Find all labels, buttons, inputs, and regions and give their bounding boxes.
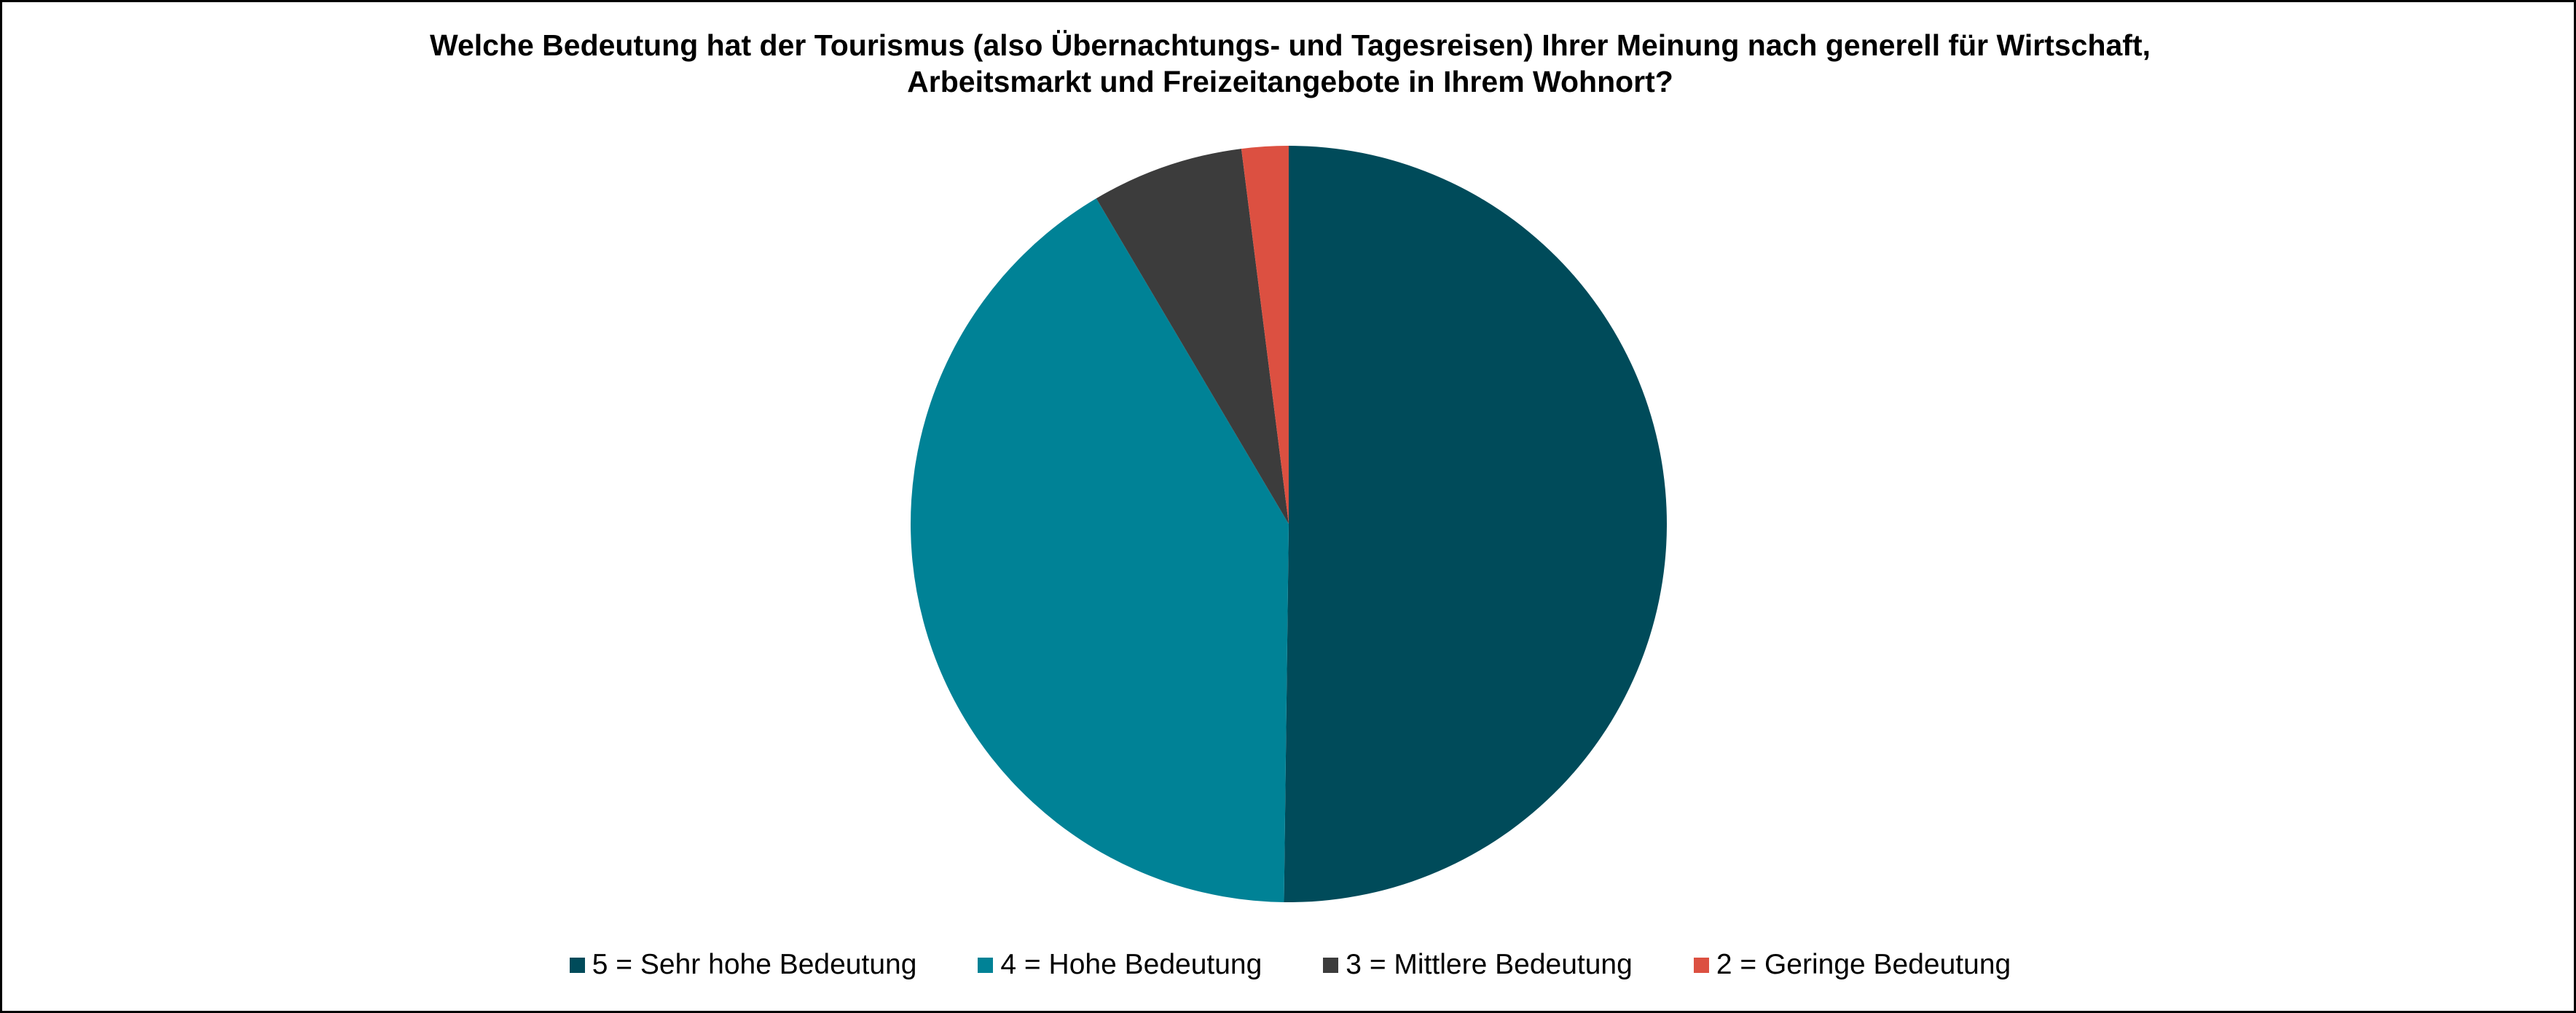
legend-swatch-geringe — [1693, 957, 1709, 973]
legend-swatch-sehr-hohe — [569, 957, 585, 973]
legend-label-mittlere: 3 = Mittlere Bedeutung — [1346, 949, 1633, 980]
pie-slice-mittlere — [1096, 149, 1289, 524]
legend-item-sehr-hohe: 5 = Sehr hohe Bedeutung — [569, 949, 917, 981]
legend-item-mittlere: 3 = Mittlere Bedeutung — [1323, 949, 1633, 981]
legend-item-geringe: 2 = Geringe Bedeutung — [1693, 949, 2011, 981]
chart-legend: 5 = Sehr hohe Bedeutung 4 = Hohe Bedeutu… — [2, 947, 2576, 983]
legend-item-hohe: 4 = Hohe Bedeutung — [978, 949, 1262, 981]
legend-swatch-mittlere — [1323, 957, 1339, 973]
chart-title-line-1: Welche Bedeutung hat der Tourismus (also… — [429, 28, 2151, 62]
legend-swatch-hohe — [978, 957, 994, 973]
legend-label-hohe: 4 = Hohe Bedeutung — [1000, 949, 1263, 980]
chart-title-line-2: Arbeitsmarkt und Freizeitangebote in Ihr… — [907, 65, 1673, 98]
legend-label-sehr-hohe: 5 = Sehr hohe Bedeutung — [592, 949, 917, 980]
pie-slice-sehr-hohe — [1284, 146, 1668, 902]
legend-label-geringe: 2 = Geringe Bedeutung — [1716, 949, 2011, 980]
pie-slice-geringe — [1241, 146, 1289, 524]
pie-slice-hohe — [911, 198, 1289, 902]
chart-title: Welche Bedeutung hat der Tourismus (also… — [294, 27, 2287, 100]
